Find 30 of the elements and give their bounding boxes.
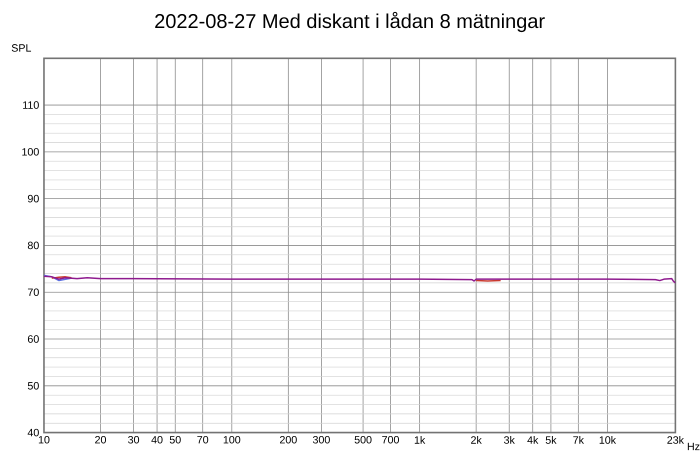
y-tick-label: 90 — [28, 195, 39, 203]
x-tick-label: 23k — [667, 436, 684, 444]
y-tick-label: 70 — [28, 288, 39, 296]
chart-title: 2022-08-27 Med diskant i lådan 8 mätningar — [155, 12, 545, 32]
x-tick-label: 200 — [280, 436, 297, 444]
x-tick-label: 50 — [170, 436, 181, 444]
x-tick-label: 500 — [354, 436, 372, 444]
y-tick-label: 100 — [22, 148, 39, 156]
x-tick-label: 40 — [151, 436, 163, 444]
y-tick-label: 60 — [28, 335, 39, 343]
y-tick-label: 110 — [23, 102, 39, 110]
x-tick-label: 2k — [471, 436, 482, 444]
y-tick-label: 80 — [28, 242, 39, 250]
x-tick-label: 10k — [600, 436, 616, 444]
x-tick-label: 3k — [504, 436, 515, 444]
y-axis-title: SPL — [12, 44, 32, 52]
y-tick-label: 40 — [28, 429, 39, 437]
x-tick-label: 300 — [312, 436, 330, 444]
x-tick-label: 5k — [546, 436, 557, 444]
x-tick-label: 30 — [128, 436, 140, 444]
x-tick-label: 70 — [197, 436, 208, 444]
x-tick-label: 100 — [224, 436, 240, 444]
x-tick-label: 700 — [382, 436, 399, 444]
x-tick-label: 7k — [573, 436, 584, 444]
x-axis-title: Hz — [688, 442, 700, 450]
x-tick-label: 1k — [414, 436, 426, 444]
y-tick-label: 50 — [28, 382, 39, 390]
x-tick-label: 10 — [38, 436, 50, 444]
x-tick-label: 20 — [95, 436, 106, 444]
x-tick-label: 4k — [527, 436, 538, 444]
